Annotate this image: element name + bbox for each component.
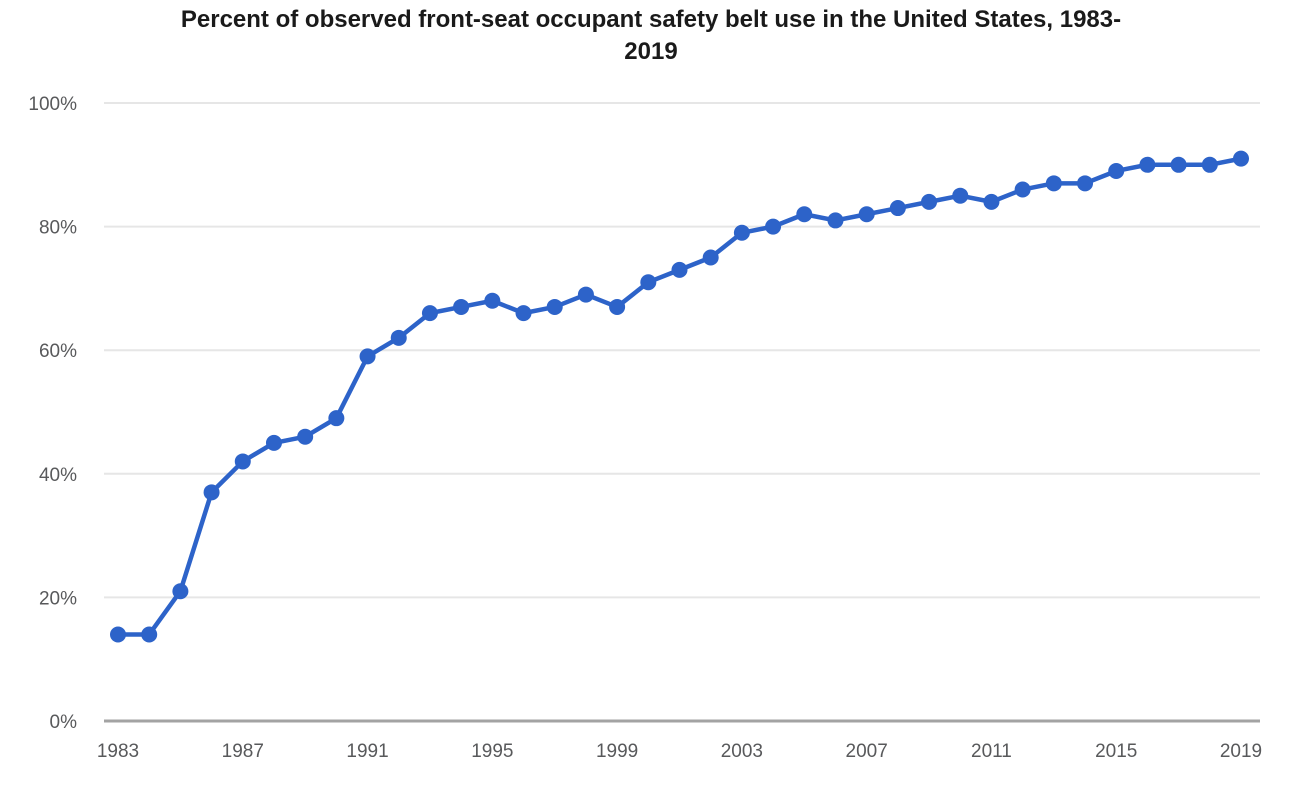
data-point-1989[interactable] <box>297 428 314 445</box>
y-tick-label: 20% <box>39 588 77 609</box>
y-tick-label: 80% <box>39 218 77 239</box>
data-point-2003[interactable] <box>733 224 750 241</box>
data-point-2015[interactable] <box>1108 162 1125 179</box>
chart-title-line-1: Percent of observed front-seat occupant … <box>180 6 1122 33</box>
data-point-1987[interactable] <box>234 453 251 470</box>
chart-title: Percent of observed front-seat occupant … <box>0 4 1302 68</box>
data-point-1998[interactable] <box>577 286 594 303</box>
data-point-2000[interactable] <box>640 274 657 291</box>
x-tick-label: 2011 <box>971 741 1012 762</box>
data-point-2019[interactable] <box>1233 150 1249 167</box>
y-tick-label: 60% <box>39 341 77 362</box>
data-point-1997[interactable] <box>546 298 563 315</box>
data-point-2011[interactable] <box>983 193 1000 210</box>
data-point-1999[interactable] <box>609 298 626 315</box>
data-point-2005[interactable] <box>796 206 813 223</box>
data-point-2007[interactable] <box>858 206 875 223</box>
x-tick-label: 1987 <box>222 741 264 762</box>
y-tick-label: 100% <box>28 94 77 115</box>
data-point-2004[interactable] <box>765 218 782 235</box>
x-tick-label: 1999 <box>596 741 638 762</box>
x-tick-label: 2019 <box>1220 741 1262 762</box>
data-point-2018[interactable] <box>1201 156 1218 173</box>
data-point-1983[interactable] <box>110 626 126 643</box>
data-point-2008[interactable] <box>889 200 906 217</box>
data-point-1993[interactable] <box>421 305 438 322</box>
data-point-1984[interactable] <box>141 626 158 643</box>
data-point-1991[interactable] <box>359 348 376 365</box>
data-point-2002[interactable] <box>702 249 719 266</box>
chart-title-line-2: 2019 <box>624 38 678 65</box>
data-point-2012[interactable] <box>1014 181 1031 198</box>
data-point-2001[interactable] <box>671 261 688 278</box>
y-tick-label: 0% <box>50 712 78 733</box>
data-point-1992[interactable] <box>390 329 407 346</box>
y-tick-label: 40% <box>39 465 77 486</box>
data-point-2010[interactable] <box>952 187 969 204</box>
data-point-1985[interactable] <box>172 583 189 600</box>
x-tick-label: 1983 <box>97 741 139 762</box>
x-tick-label: 2003 <box>721 741 763 762</box>
data-point-2017[interactable] <box>1170 156 1187 173</box>
x-tick-label: 1991 <box>346 741 388 762</box>
data-point-2006[interactable] <box>827 212 844 229</box>
data-point-1994[interactable] <box>453 298 470 315</box>
data-point-1996[interactable] <box>515 305 532 322</box>
x-tick-label: 1995 <box>471 741 513 762</box>
data-point-1995[interactable] <box>484 292 501 309</box>
data-point-1986[interactable] <box>203 484 220 501</box>
data-point-2014[interactable] <box>1077 175 1094 192</box>
series-line <box>115 156 1244 637</box>
data-point-2016[interactable] <box>1139 156 1156 173</box>
data-point-2009[interactable] <box>921 193 938 210</box>
data-point-1990[interactable] <box>328 410 345 427</box>
data-point-2013[interactable] <box>1045 175 1062 192</box>
x-tick-label: 2007 <box>846 741 888 762</box>
x-tick-label: 2015 <box>1095 741 1137 762</box>
data-point-1988[interactable] <box>265 434 282 451</box>
